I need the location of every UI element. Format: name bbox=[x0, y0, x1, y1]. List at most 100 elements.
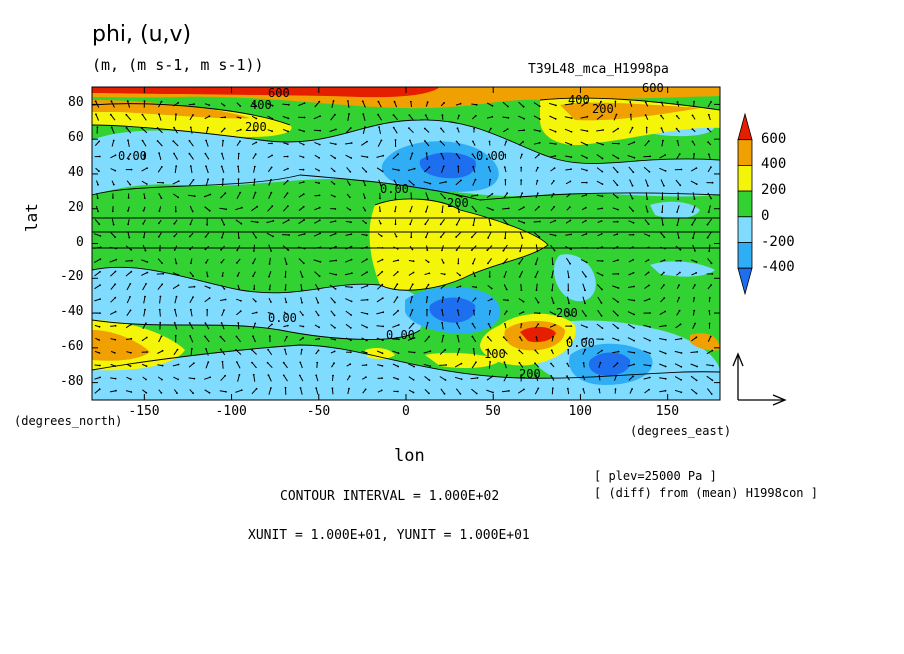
wind-arrow-head bbox=[632, 375, 634, 378]
wind-arrow-head bbox=[424, 223, 427, 226]
wind-arrow bbox=[471, 245, 477, 251]
wind-arrow bbox=[674, 376, 682, 381]
contour-label: 600 bbox=[268, 86, 290, 100]
wind-arrow-head bbox=[220, 322, 223, 324]
contour-label: 0.00 bbox=[380, 182, 409, 196]
wind-arrow-head bbox=[397, 324, 400, 326]
wind-arrow-head bbox=[584, 219, 587, 222]
wind-arrow bbox=[425, 192, 429, 200]
wind-arrow-head bbox=[695, 183, 698, 186]
wind-arrow-head bbox=[392, 126, 395, 129]
wind-arrow bbox=[426, 153, 428, 160]
wind-arrow-head bbox=[506, 374, 508, 377]
wind-arrow-head bbox=[268, 275, 270, 278]
field-region bbox=[419, 152, 476, 179]
wind-arrow bbox=[172, 140, 179, 147]
wind-arrow bbox=[175, 114, 177, 121]
wind-arrow bbox=[519, 192, 523, 199]
wind-arrow bbox=[172, 364, 179, 367]
wind-arrow-head bbox=[471, 335, 474, 338]
wind-arrow-head bbox=[366, 140, 368, 143]
wind-arrow-head bbox=[99, 312, 101, 314]
wind-arrow-head bbox=[445, 181, 447, 183]
wind-arrow bbox=[393, 114, 398, 121]
wind-arrow-head bbox=[349, 170, 352, 173]
wind-arrow-head bbox=[458, 211, 460, 214]
wind-arrow-head bbox=[146, 351, 148, 353]
wind-arrow-head bbox=[695, 272, 698, 274]
wind-arrow bbox=[315, 310, 320, 316]
wind-arrow-head bbox=[114, 270, 117, 273]
wind-arrow-head bbox=[505, 140, 508, 143]
wind-arrow-head bbox=[365, 376, 367, 379]
wind-arrow bbox=[235, 389, 242, 393]
wind-arrow-head bbox=[441, 321, 443, 324]
contour-label: 600 bbox=[642, 81, 664, 95]
wind-arrow bbox=[674, 350, 682, 354]
wind-arrow-head bbox=[709, 335, 712, 338]
wind-arrow bbox=[580, 337, 587, 341]
wind-arrow-head bbox=[112, 183, 115, 186]
wind-arrow-head bbox=[319, 115, 321, 117]
wind-arrow bbox=[157, 140, 163, 147]
wind-arrow bbox=[691, 218, 697, 226]
wind-arrow-head bbox=[299, 387, 302, 389]
wind-arrow-head bbox=[299, 361, 302, 364]
wind-arrow-head bbox=[161, 283, 164, 286]
wind-arrow bbox=[409, 153, 413, 160]
wind-arrow-head bbox=[223, 104, 226, 107]
wind-arrow-head bbox=[585, 337, 588, 339]
wind-arrow bbox=[487, 349, 492, 356]
wind-arrow-head bbox=[502, 349, 505, 351]
contour-label: 200 bbox=[556, 306, 578, 320]
wind-arrow-head bbox=[616, 171, 619, 174]
wind-arrow bbox=[408, 323, 414, 330]
wind-arrow-head bbox=[523, 117, 525, 120]
contour-labels: 6004002000.006004002000.000.000.000.0010… bbox=[118, 81, 664, 381]
wind-arrow bbox=[158, 114, 162, 121]
wind-arrow-head bbox=[708, 250, 711, 253]
wind-arrow-head bbox=[520, 374, 523, 376]
wind-arrow-head bbox=[334, 288, 337, 290]
wind-arrow-head bbox=[487, 262, 489, 265]
wind-arrow bbox=[109, 390, 116, 393]
wind-arrow-head bbox=[599, 361, 602, 364]
wind-arrow-head bbox=[586, 144, 588, 146]
wind-arrow bbox=[503, 362, 507, 369]
wind-arrow bbox=[174, 296, 177, 304]
wind-arrow-head bbox=[539, 220, 541, 223]
wind-arrow-head bbox=[318, 337, 320, 340]
wind-arrow bbox=[158, 193, 162, 199]
wind-arrow-head bbox=[439, 140, 442, 143]
wind-arrow-head bbox=[569, 180, 572, 183]
wind-arrow bbox=[252, 336, 256, 343]
wind-arrow-head bbox=[318, 206, 321, 209]
field-region bbox=[425, 352, 500, 368]
wind-arrow-head bbox=[110, 126, 113, 129]
wind-arrow-head bbox=[677, 237, 680, 239]
contour-label: 200 bbox=[592, 102, 614, 116]
wind-arrow bbox=[204, 153, 210, 160]
wind-arrow bbox=[361, 337, 368, 341]
wind-arrow bbox=[204, 376, 211, 380]
wind-arrow-head bbox=[444, 379, 447, 381]
wind-arrow-head bbox=[582, 388, 585, 390]
wind-arrow-head bbox=[472, 224, 475, 227]
wind-arrow-head bbox=[173, 152, 175, 155]
wind-arrow-head bbox=[425, 152, 428, 155]
wind-arrow-head bbox=[695, 261, 698, 263]
wind-arrow-head bbox=[631, 388, 633, 390]
wind-arrow bbox=[173, 193, 179, 198]
wind-arrow-head bbox=[129, 183, 132, 186]
wind-arrow bbox=[487, 258, 493, 264]
wind-arrow bbox=[392, 271, 399, 277]
wind-arrow bbox=[189, 271, 194, 277]
wind-arrow-head bbox=[208, 104, 211, 106]
wind-arrow bbox=[377, 284, 383, 290]
wind-arrow bbox=[644, 389, 650, 394]
wind-arrow-head bbox=[601, 207, 603, 210]
wind-arrow bbox=[360, 271, 368, 277]
wind-arrow-head bbox=[348, 375, 351, 378]
wind-arrow-head bbox=[601, 338, 604, 341]
wind-arrow bbox=[125, 324, 132, 329]
